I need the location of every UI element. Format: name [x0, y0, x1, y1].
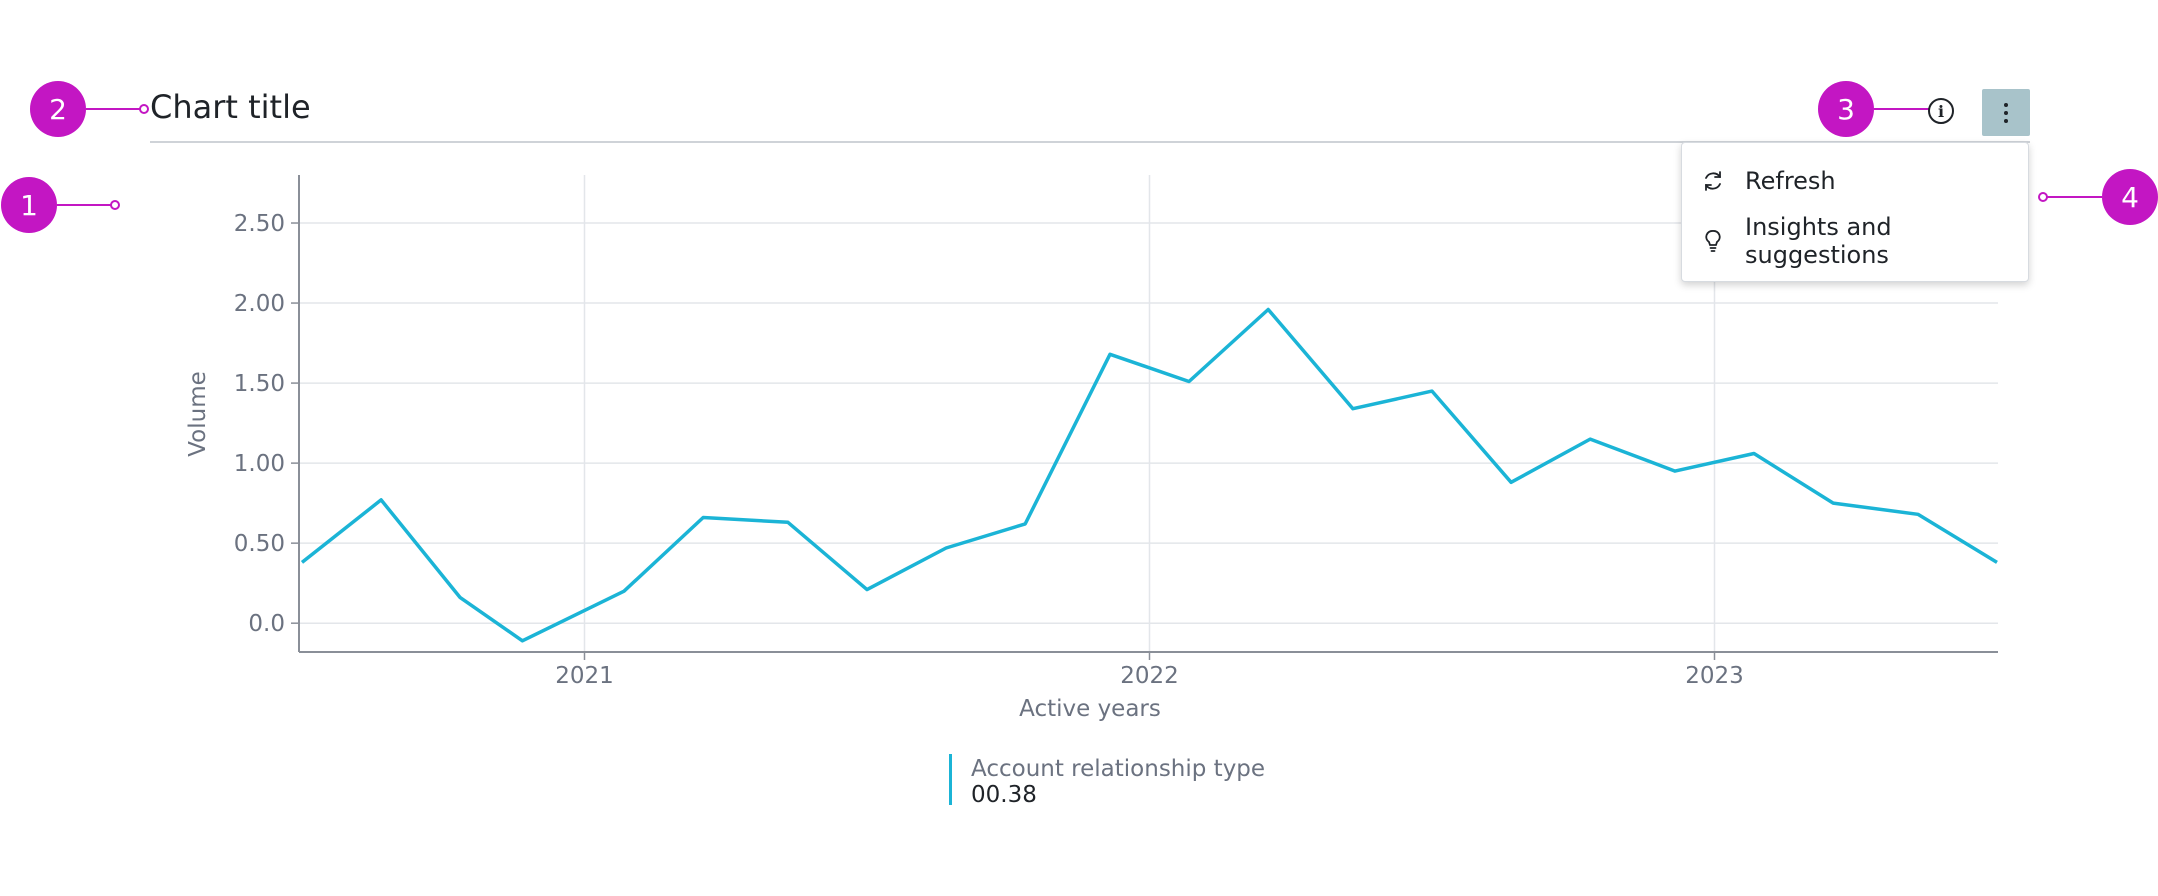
callout-dot-4 — [2038, 192, 2048, 202]
legend-swatch — [949, 754, 952, 805]
overflow-dropdown-menu: Refresh Insights and suggestions — [1681, 142, 2029, 282]
refresh-icon — [1701, 169, 1725, 193]
y-tick-label: 2.00 — [234, 291, 285, 317]
callout-dot-1 — [110, 200, 120, 210]
legend-series-value: 00.38 — [971, 782, 1037, 808]
kebab-dot-icon — [2004, 118, 2008, 123]
title-divider — [150, 141, 2030, 143]
kebab-dot-icon — [2004, 110, 2008, 115]
callout-dot-2 — [139, 104, 149, 114]
callout-line-3 — [1874, 108, 1932, 110]
callout-badge-3: 3 — [1818, 81, 1874, 137]
lightbulb-icon — [1701, 229, 1725, 253]
callout-badge-4: 4 — [2102, 169, 2158, 225]
y-tick-label: 1.00 — [234, 451, 285, 477]
menu-item-label: Insights and suggestions — [1745, 213, 1892, 269]
callout-badge-2: 2 — [30, 81, 86, 137]
x-tick-label: 2022 — [1120, 663, 1179, 689]
callout-line-4 — [2044, 196, 2102, 198]
y-axis-label: Volume — [185, 371, 211, 457]
y-tick-labels: 0.0 0.50 1.00 1.50 2.00 2.50 — [234, 211, 299, 637]
chart-title: Chart title — [150, 88, 311, 126]
series-line-account-relationship-type — [300, 307, 1998, 643]
x-axis-label: Active years — [1019, 696, 1161, 722]
y-tick-label: 0.0 — [248, 611, 285, 637]
kebab-dot-icon — [2004, 102, 2008, 107]
menu-item-refresh[interactable]: Refresh — [1682, 156, 2028, 206]
callout-line-2 — [86, 108, 142, 110]
x-tick-label: 2023 — [1685, 663, 1744, 689]
x-tick-label: 2021 — [555, 663, 614, 689]
y-tick-label: 1.50 — [234, 371, 285, 397]
x-tick-labels: 2021 2022 2023 — [555, 652, 1744, 689]
y-tick-label: 2.50 — [234, 211, 285, 237]
y-tick-label: 0.50 — [234, 531, 285, 557]
callout-badge-1: 1 — [1, 177, 57, 233]
overflow-menu-button[interactable] — [1982, 89, 2030, 136]
callout-line-1 — [57, 204, 113, 206]
menu-item-label: Refresh — [1745, 167, 1836, 195]
legend-series-name: Account relationship type — [971, 756, 1266, 782]
menu-item-insights-and-suggestions[interactable]: Insights and suggestions — [1682, 213, 2028, 269]
info-icon[interactable]: i — [1928, 98, 1954, 124]
